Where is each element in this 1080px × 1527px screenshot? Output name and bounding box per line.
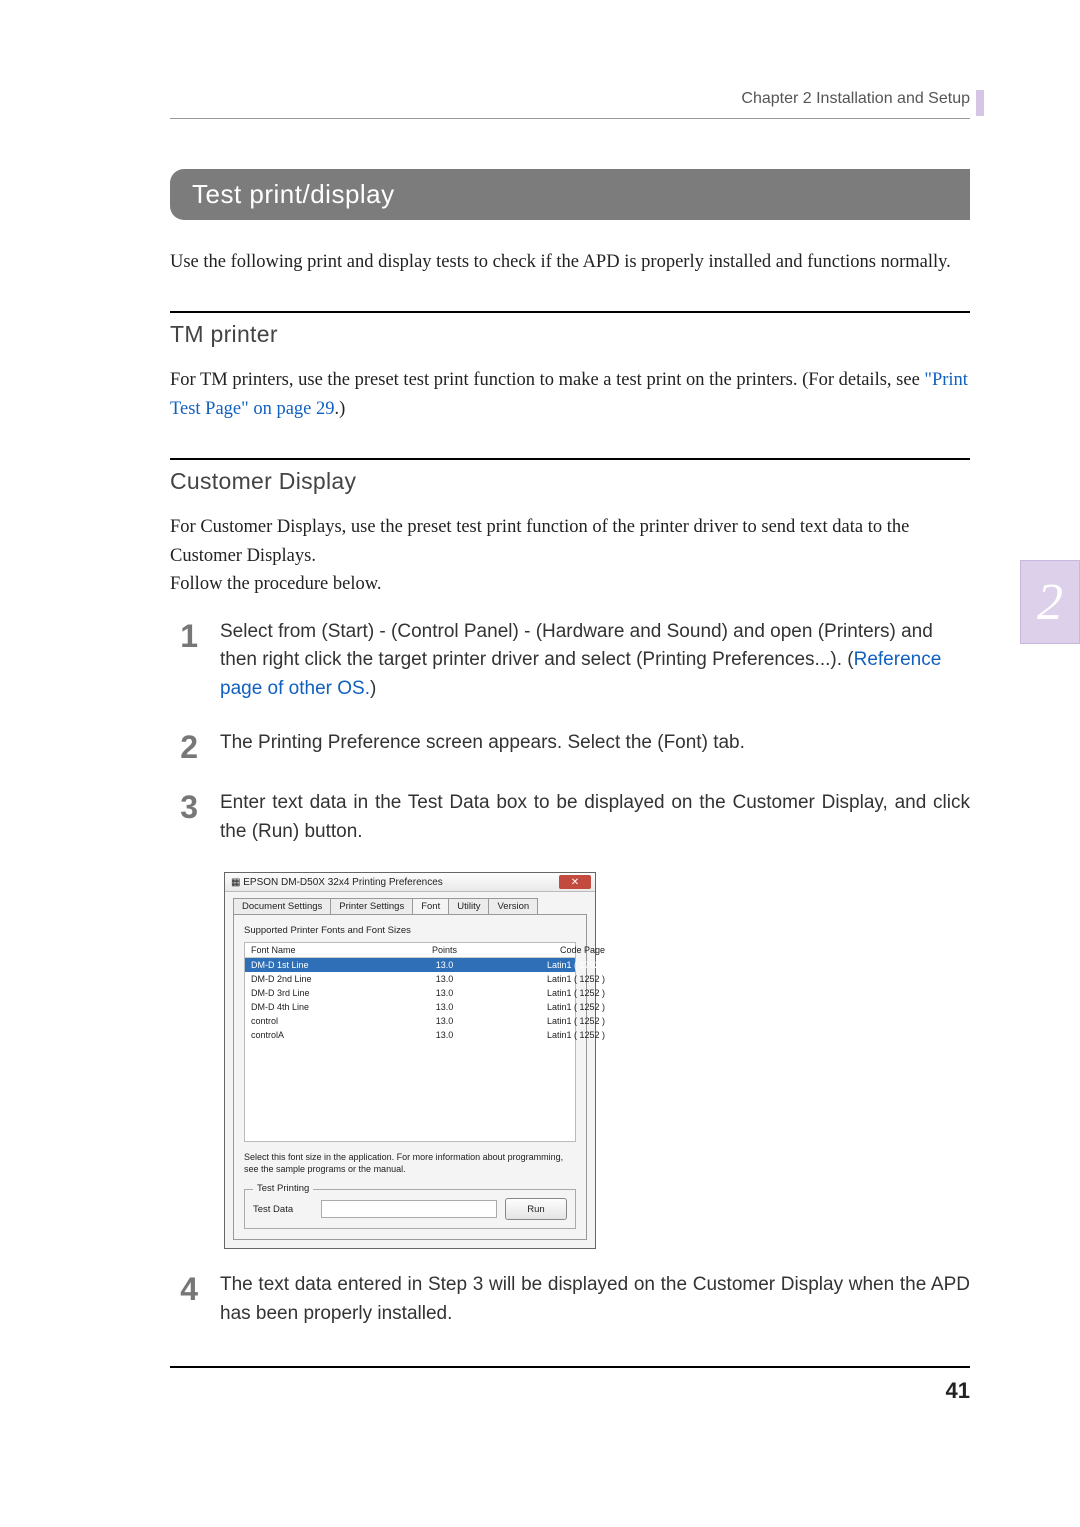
cell-font-name: controlA — [245, 1028, 406, 1042]
chapter-accent — [976, 90, 984, 116]
step-1: 1 Select from (Start) - (Control Panel) … — [170, 618, 970, 704]
font-table-row[interactable]: DM-D 3rd Line13.0Latin1 ( 1252 ) — [245, 986, 575, 1000]
test-printing-fieldset: Test Printing Test Data Run — [244, 1189, 576, 1229]
step-number: 3 — [170, 789, 198, 846]
step-number: 2 — [170, 729, 198, 763]
step-number: 4 — [170, 1271, 198, 1328]
col-font-name: Font Name — [245, 943, 406, 957]
step-3-text: Enter text data in the Test Data box to … — [220, 789, 970, 846]
font-table-header: Font Name Points Code Page — [245, 943, 575, 958]
heading-tm-printer: TM printer — [170, 321, 970, 348]
cell-points: 13.0 — [406, 986, 484, 1000]
dialog-tabs: Document Settings Printer Settings Font … — [225, 892, 595, 914]
cell-code-page: Latin1 ( 1252 ) — [484, 958, 612, 972]
footer-rule — [170, 1366, 970, 1368]
tm-body-post: .) — [335, 399, 346, 419]
cell-points: 13.0 — [406, 972, 484, 986]
test-data-input[interactable] — [321, 1200, 497, 1218]
font-table-row[interactable]: DM-D 1st Line13.0Latin1 ( 1252 ) — [245, 958, 575, 972]
cell-code-page: Latin1 ( 1252 ) — [484, 986, 612, 1000]
cell-points: 13.0 — [406, 1014, 484, 1028]
intro-paragraph: Use the following print and display test… — [170, 248, 970, 277]
divider-tm — [170, 311, 970, 313]
tm-body-pre: For TM printers, use the preset test pri… — [170, 370, 924, 390]
chapter-header: Chapter 2 Installation and Setup — [170, 90, 970, 108]
heading-customer-display: Customer Display — [170, 468, 970, 495]
fieldset-legend: Test Printing — [253, 1183, 313, 1194]
cell-code-page: Latin1 ( 1252 ) — [484, 1028, 612, 1042]
cell-points: 13.0 — [406, 1000, 484, 1014]
tab-printer-settings[interactable]: Printer Settings — [330, 898, 413, 914]
font-hint: Select this font size in the application… — [244, 1152, 576, 1175]
dialog-title: ▦ EPSON DM-D50X 32x4 Printing Preference… — [231, 877, 443, 888]
group-label: Supported Printer Fonts and Font Sizes — [244, 925, 576, 936]
test-data-label: Test Data — [253, 1204, 313, 1215]
col-points: Points — [406, 943, 484, 957]
tm-body: For TM printers, use the preset test pri… — [170, 366, 970, 423]
page-number: 41 — [170, 1378, 970, 1404]
cell-font-name: DM-D 4th Line — [245, 1000, 406, 1014]
step-2-text: The Printing Preference screen appears. … — [220, 729, 970, 763]
cd-body: For Customer Displays, use the preset te… — [170, 513, 970, 599]
step-1-text: Select from (Start) - (Control Panel) - … — [220, 618, 970, 704]
cell-code-page: Latin1 ( 1252 ) — [484, 1014, 612, 1028]
cell-font-name: control — [245, 1014, 406, 1028]
close-icon[interactable]: ✕ — [559, 875, 591, 889]
font-table-row[interactable]: DM-D 4th Line13.0Latin1 ( 1252 ) — [245, 1000, 575, 1014]
cell-font-name: DM-D 3rd Line — [245, 986, 406, 1000]
chapter-side-badge: 2 — [1020, 560, 1080, 644]
printing-preferences-dialog: ▦ EPSON DM-D50X 32x4 Printing Preference… — [224, 872, 596, 1249]
step-1-post: ) — [370, 678, 376, 699]
dialog-title-text: EPSON DM-D50X 32x4 Printing Preferences — [243, 877, 443, 888]
cell-font-name: DM-D 1st Line — [245, 958, 406, 972]
col-code-page: Code Page — [484, 943, 612, 957]
font-table-row[interactable]: DM-D 2nd Line13.0Latin1 ( 1252 ) — [245, 972, 575, 986]
tab-version[interactable]: Version — [488, 898, 538, 914]
tab-document-settings[interactable]: Document Settings — [233, 898, 331, 914]
font-table-row[interactable]: control13.0Latin1 ( 1252 ) — [245, 1014, 575, 1028]
run-button[interactable]: Run — [505, 1198, 567, 1220]
divider-cd — [170, 458, 970, 460]
step-4: 4 The text data entered in Step 3 will b… — [170, 1271, 970, 1328]
steps-list: 1 Select from (Start) - (Control Panel) … — [170, 618, 970, 1329]
font-table: Font Name Points Code Page DM-D 1st Line… — [244, 942, 576, 1142]
step-number: 1 — [170, 618, 198, 704]
font-tab-panel: Supported Printer Fonts and Font Sizes F… — [233, 914, 587, 1240]
section-banner: Test print/display — [170, 169, 970, 220]
header-rule — [170, 118, 970, 119]
step-4-text: The text data entered in Step 3 will be … — [220, 1271, 970, 1328]
font-table-row[interactable]: controlA13.0Latin1 ( 1252 ) — [245, 1028, 575, 1042]
step-1-pre: Select from (Start) - (Control Panel) - … — [220, 621, 933, 671]
dialog-titlebar: ▦ EPSON DM-D50X 32x4 Printing Preference… — [225, 873, 595, 892]
cell-points: 13.0 — [406, 958, 484, 972]
cell-font-name: DM-D 2nd Line — [245, 972, 406, 986]
cell-points: 13.0 — [406, 1028, 484, 1042]
cell-code-page: Latin1 ( 1252 ) — [484, 1000, 612, 1014]
tab-utility[interactable]: Utility — [448, 898, 489, 914]
dialog-screenshot: ▦ EPSON DM-D50X 32x4 Printing Preference… — [224, 872, 970, 1249]
step-3: 3 Enter text data in the Test Data box t… — [170, 789, 970, 846]
step-2: 2 The Printing Preference screen appears… — [170, 729, 970, 763]
cell-code-page: Latin1 ( 1252 ) — [484, 972, 612, 986]
tab-font[interactable]: Font — [412, 898, 449, 914]
